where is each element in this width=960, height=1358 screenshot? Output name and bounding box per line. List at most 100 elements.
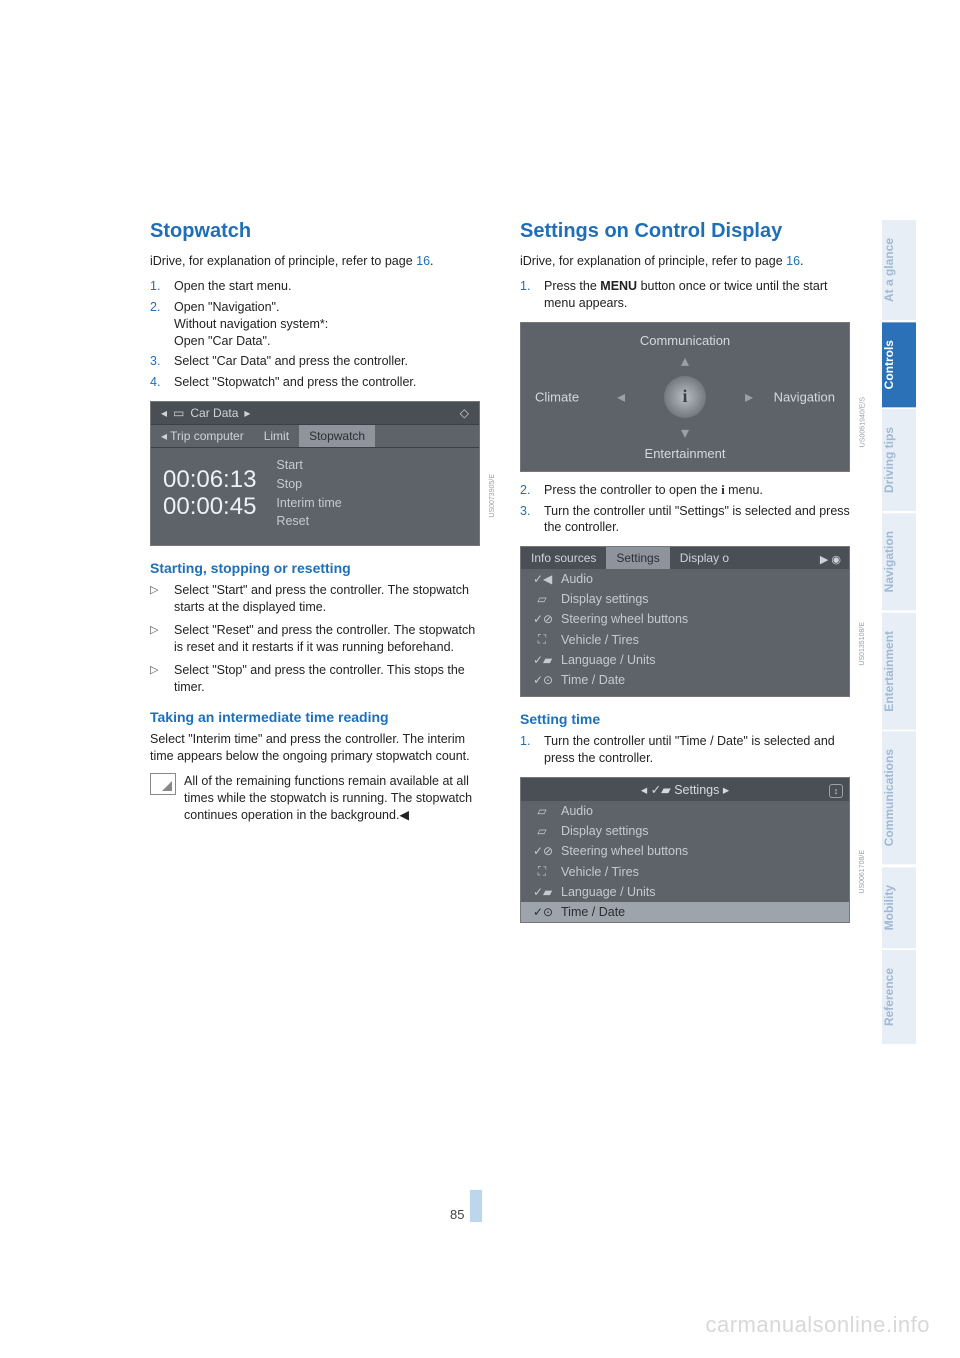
text: . [430,254,433,268]
start-stop-heading: Starting, stopping or resetting [150,560,480,576]
row-icon: ✓⊙ [533,673,551,687]
row-icon: ✓⊘ [533,844,551,858]
settings-row: ✓⊙Time / Date [521,670,849,690]
side-tab-driving-tips[interactable]: Driving tips [882,409,916,511]
page-number: 85 [450,1207,464,1222]
shot-title: Car Data [190,406,238,420]
back-icon: ◂ [641,783,651,797]
settings-row: ▱Display settings [521,821,849,841]
note-block: All of the remaining functions remain av… [150,773,480,824]
side-tab-entertainment[interactable]: Entertainment [882,613,916,730]
page-marker [470,1190,482,1222]
image-code: US0061940/E/S [860,397,867,447]
text: Select "Car Data" and press the controll… [174,354,408,368]
setting-time-heading: Setting time [520,711,850,727]
row-icon: ⛶ [533,864,551,879]
stopwatch-options: StartStopInterim timeReset [276,456,341,531]
scroll-icon: ↕ [829,784,843,798]
row-icon: ▱ [533,592,551,606]
shot-tab: Info sources [521,547,606,569]
settings-timedate-screenshot: ◂ ✓▰ Settings ▸ ↕ ▱Audio▱Display setting… [520,777,850,923]
shot-tabs: ◂ Trip computerLimitStopwatch [151,424,479,448]
interim-heading: Taking an intermediate time reading [150,709,480,725]
left-column: Stopwatch iDrive, for explanation of pri… [150,220,480,923]
row-icon: ✓⊙ [533,905,551,919]
watermark: carmanualsonline.info [705,1312,930,1338]
settings-row: ▱ Display settings [521,589,849,609]
text: Press the [544,279,600,293]
row-icon: ▱ [533,804,551,818]
side-tab-communications[interactable]: Communications [882,731,916,864]
step-4: 4.Select "Stopwatch" and press the contr… [150,374,480,391]
chevron-right-icon: ▸ [745,387,753,407]
row-label: Steering wheel buttons [561,844,688,858]
row-icon: ⛶ [533,632,551,647]
step-1: 1.Open the start menu. [150,278,480,295]
image-code: US0073905/E [490,474,497,518]
settings-row: ✓⊘ Steering wheel buttons [521,841,849,861]
time-sub: 00:00:45 [163,494,256,520]
chevron-down-icon: ▾ [681,423,689,443]
side-tab-at-a-glance[interactable]: At a glance [882,220,916,320]
shot-header: ◂ ✓▰ Settings ▸ [521,778,849,801]
image-code: US0061708/E [860,850,867,894]
start-stop-list: Select "Start" and press the controller.… [150,582,480,695]
side-tab-reference[interactable]: Reference [882,950,916,1044]
settings-list-screenshot: Info sourcesSettingsDisplay o ✓◀ Audio ▱ Di… [520,546,850,697]
menu-navigation: Navigation [774,389,835,404]
row-label: Display settings [561,592,649,606]
menu-bold: MENU [600,279,637,293]
settings-intro: iDrive, for explanation of principle, re… [520,253,850,270]
step-1: 1.Turn the controller until "Time / Date… [520,733,850,767]
text: iDrive, for explanation of principle, re… [520,254,786,268]
chevron-left-icon: ◂ [617,387,625,407]
shot-tabs: Info sourcesSettingsDisplay o [521,547,849,569]
row-label: Language / Units [561,653,656,667]
text: Turn the controller until "Settings" is … [544,504,850,535]
step-3: 3.Turn the controller until "Settings" i… [520,503,850,537]
diamond-icon: ◇ [460,406,469,420]
side-tab-mobility[interactable]: Mobility [882,867,916,948]
settings-row: ▱Audio [521,801,849,821]
list-item: Select "Reset" and press the controller.… [150,622,480,656]
check-icon: ✓▰ [651,783,675,797]
side-tab-navigation[interactable]: Navigation [882,513,916,610]
list-item: Select "Stop" and press the controller. … [150,662,480,696]
option: Interim time [276,494,341,513]
setting-time-steps: 1.Turn the controller until "Time / Date… [520,733,850,767]
settings-row: ✓▰ Language / Units [521,650,849,670]
row-label: Audio [561,572,593,586]
step-1: 1. Press the MENU button once or twice u… [520,278,850,312]
page-link[interactable]: 16 [786,254,800,268]
idrive-main-menu-screenshot: Communication ▴ Climate ◂ i ▸ Navigation… [520,322,850,472]
text: . [800,254,803,268]
row-label: Vehicle / Tires [561,633,639,647]
stopwatch-screenshot: ◂ ▭ Car Data ▸ ◇ ◂ Trip computerLimitSto… [150,401,480,546]
row-icon: ✓▰ [533,653,551,667]
text: Open "Navigation". Without navigation sy… [174,300,328,348]
text: Select "Stopwatch" and press the control… [174,375,416,389]
page-link[interactable]: 16 [416,254,430,268]
shot-title: Settings [674,783,719,797]
screen-icon: ▭ [173,406,184,420]
option: Stop [276,475,341,494]
note-text: All of the remaining functions remain av… [184,773,480,824]
interim-para: Select "Interim time" and press the cont… [150,731,480,765]
row-label: Display settings [561,824,649,838]
chevron-up-icon: ▴ [681,351,689,371]
option: Start [276,456,341,475]
page: At a glanceControlsDriving tipsNavigatio… [0,0,960,1358]
settings-row: ✓⊘Steering wheel buttons [521,609,849,629]
note-icon [150,773,176,795]
settings-steps-1: 1. Press the MENU button once or twice u… [520,278,850,312]
settings-row: ✓◀ Audio [521,569,849,589]
side-tabs: At a glanceControlsDriving tipsNavigatio… [882,220,916,1046]
row-icon: ✓▰ [533,885,551,899]
side-tab-controls[interactable]: Controls [882,322,916,407]
option: Reset [276,512,341,531]
settings-row: ✓▰Language / Units [521,882,849,902]
step-3: 3.Select "Car Data" and press the contro… [150,353,480,370]
row-icon: ✓◀ [533,572,551,586]
settings-row: ⛶ Vehicle / Tires [521,629,849,650]
stopwatch-intro: iDrive, for explanation of principle, re… [150,253,480,270]
